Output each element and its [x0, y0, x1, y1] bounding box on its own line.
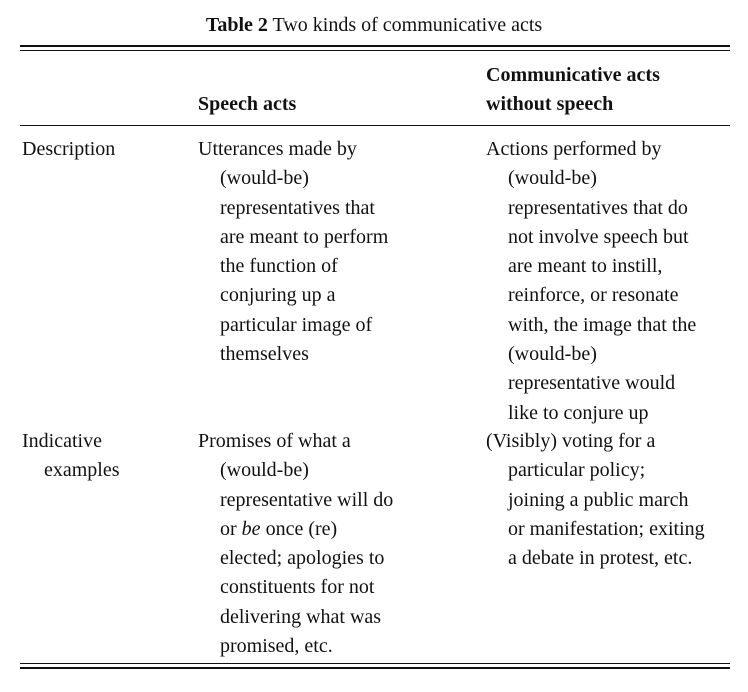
bottom-rule — [20, 663, 730, 664]
text: or — [220, 517, 242, 540]
line: (would-be) — [220, 459, 309, 482]
line: the function of — [220, 255, 338, 278]
line: with, the image that the — [508, 313, 697, 336]
line: (Visibly) voting for a — [486, 430, 656, 452]
table-number: Table 2 — [205, 14, 268, 36]
line: (would-be) — [508, 167, 597, 190]
line: like to conjure up — [508, 401, 649, 424]
line: are meant to instill, — [508, 255, 663, 278]
header-line: Communicative acts — [486, 64, 660, 86]
line: or manifestation; exiting — [508, 517, 705, 540]
line: reinforce, or resonate — [508, 284, 679, 307]
cell-description-nonspeech: Actions performed by (would-be) represen… — [486, 135, 696, 428]
header-line: without speech — [486, 93, 614, 115]
line: constituents for not — [220, 576, 375, 599]
top-rule — [20, 45, 730, 47]
header-rule — [20, 125, 730, 126]
line: joining a public march — [508, 488, 689, 511]
line: representatives that — [220, 196, 375, 219]
line: representative will do — [220, 488, 394, 511]
line: (would-be) — [220, 167, 309, 190]
row-label-indicative-examples: Indicative examples — [22, 427, 120, 486]
row-label-description: Description — [22, 135, 115, 164]
line: are meant to perform — [220, 225, 389, 248]
line: particular image of — [220, 313, 373, 336]
cell-description-speech: Utterances made by (would-be) representa… — [198, 135, 388, 369]
text: once (re) — [260, 517, 338, 540]
line: particular policy; — [508, 459, 646, 482]
line: Actions performed by — [486, 138, 662, 160]
line: a debate in protest, etc. — [508, 547, 693, 570]
line: or be once (re) — [198, 515, 393, 544]
line: themselves — [220, 343, 309, 366]
line: examples — [44, 459, 120, 482]
line: delivering what was — [220, 605, 382, 628]
cell-examples-nonspeech: (Visibly) voting for a particular policy… — [486, 427, 705, 573]
line: promised, etc. — [220, 635, 333, 658]
cell-examples-speech: Promises of what a (would-be) representa… — [198, 427, 393, 661]
line: representative would — [508, 372, 676, 395]
line: Utterances made by — [198, 138, 357, 160]
table-title: Two kinds of communicative acts — [272, 14, 543, 36]
top-rule-2 — [20, 50, 730, 51]
line: conjuring up a — [220, 284, 336, 307]
italic-text: be — [241, 517, 261, 540]
table-caption: Table 2 Two kinds of communicative acts — [0, 14, 748, 37]
header-communicative-acts: Communicative acts without speech — [486, 61, 660, 119]
line: Description — [22, 138, 116, 160]
line: Indicative — [22, 430, 102, 452]
line: not involve speech but — [508, 225, 689, 248]
line: (would-be) — [508, 343, 597, 366]
bottom-rule-2 — [20, 667, 730, 669]
header-speech-acts: Speech acts — [198, 93, 297, 115]
line: representatives that do — [508, 196, 688, 219]
line: Promises of what a — [198, 430, 351, 452]
line: elected; apologies to — [220, 547, 385, 570]
